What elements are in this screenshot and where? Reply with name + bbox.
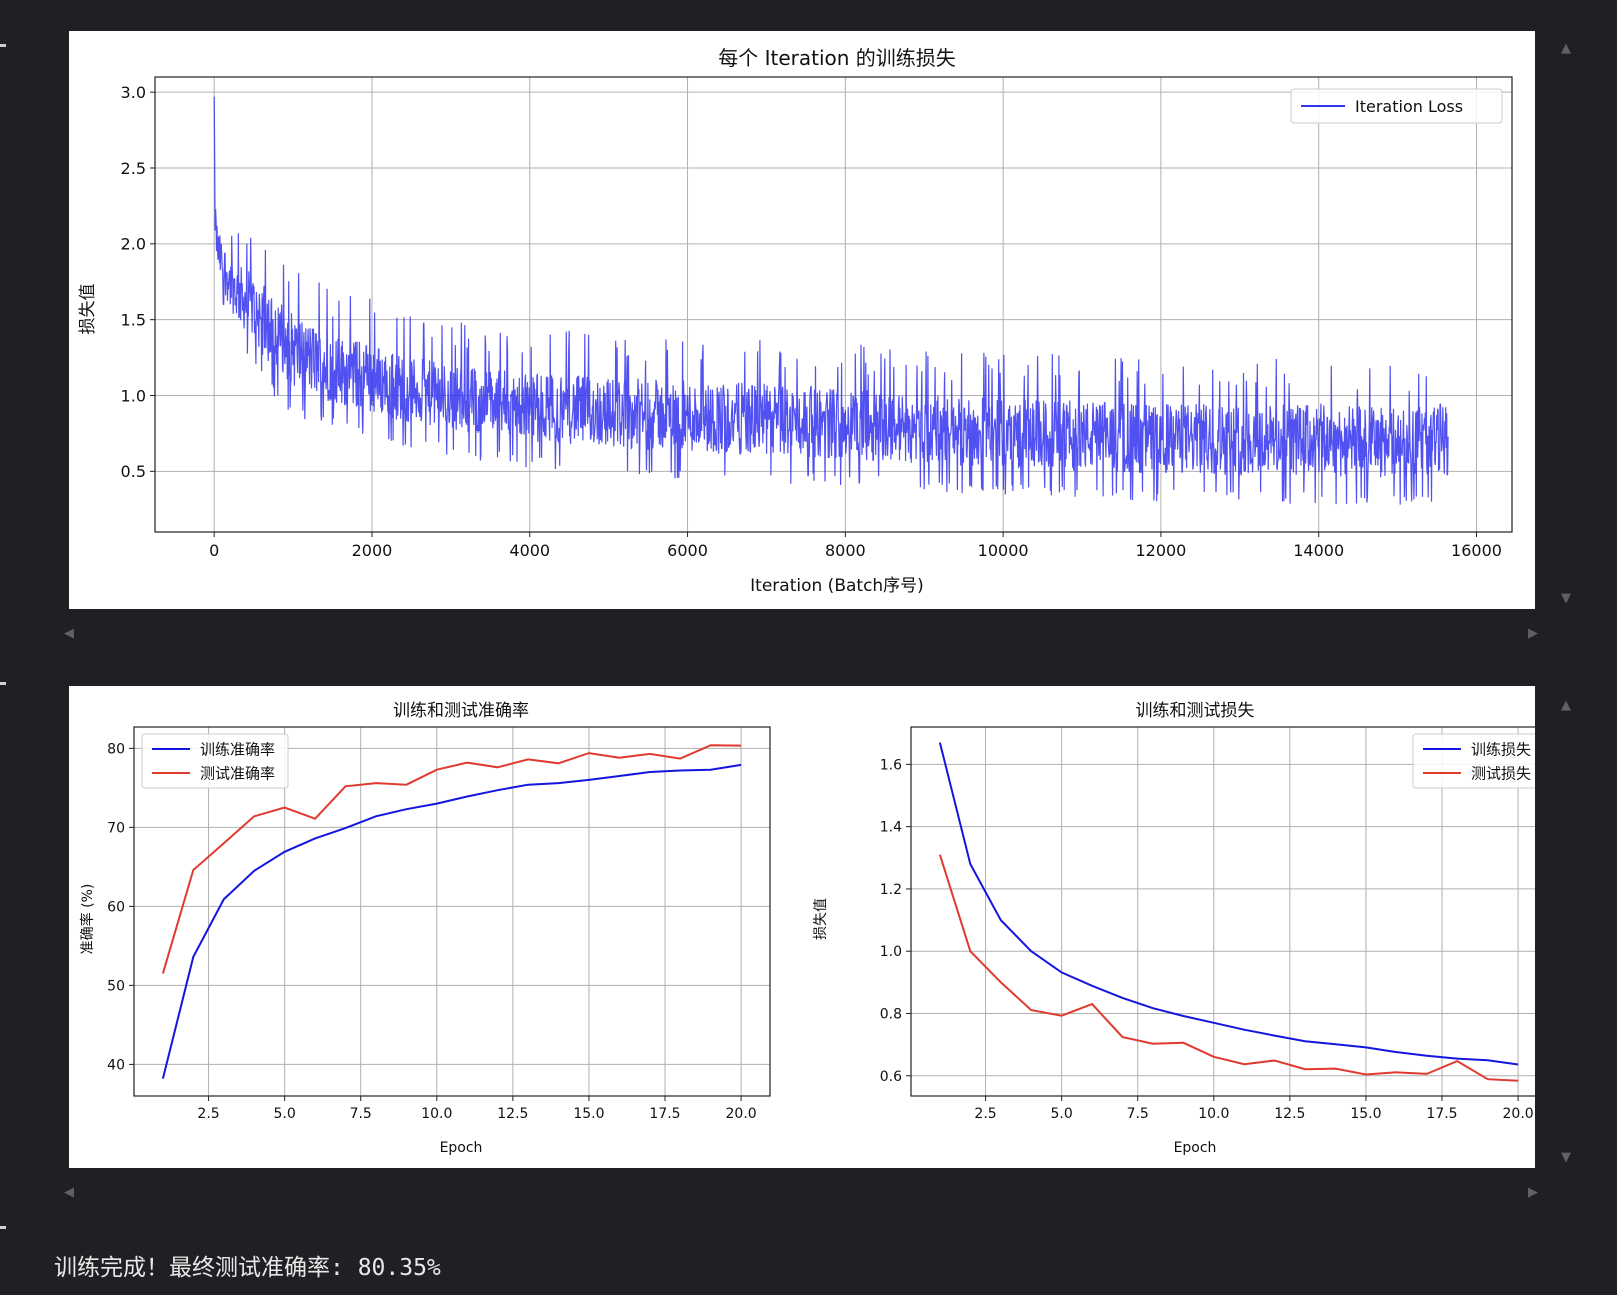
x-tick-label: 15.0 [1350,1106,1381,1122]
cell-bullet-1 [0,44,6,47]
y-axis-label: 损失值 [78,284,98,335]
x-tick-label: 17.5 [1426,1106,1457,1122]
grid: 2.5 5.0 7.5 10.0 12.5 15.0 17.5 20.0 0.6 0.8 1.0 1.… [880,727,1535,1122]
series-line-1 [161,744,742,974]
legend-label: 训练准确率 [200,740,275,758]
x-tick-label: 10.0 [1198,1106,1229,1122]
x-tick-label: 10000 [978,541,1029,560]
y-tick-label: 1.4 [880,820,902,836]
x-tick-label: 8000 [825,541,866,560]
x-tick-label: 2000 [352,541,393,560]
x-tick-label: 20.0 [726,1106,757,1122]
output-cell-iteration-loss: 每个 Iteration 的训练损失 Iteration (Batch序号) 损… [69,31,1535,609]
y-tick-label: 1.6 [880,757,902,773]
x-tick-label: 10.0 [421,1106,452,1122]
y-tick-label: 80 [107,741,125,757]
x-axis-label: Epoch [1174,1140,1217,1156]
scroll-down-arrow[interactable]: ▼ [1561,1150,1571,1165]
y-tick-label: 0.5 [121,462,146,481]
chart-title: 训练和测试准确率 [393,701,529,721]
x-tick-label: 7.5 [1127,1106,1149,1122]
scroll-right-arrow[interactable]: ▶ [1528,626,1538,641]
iteration-loss-chart: 每个 Iteration 的训练损失 Iteration (Batch序号) 损… [78,46,1513,596]
y-tick-label: 2.0 [121,235,146,254]
x-tick-label: 5.0 [1050,1106,1072,1122]
plot-frame [910,726,1535,1097]
x-tick-label: 6000 [667,541,708,560]
x-tick-label: 7.5 [350,1106,372,1122]
plot-frame [154,76,1513,533]
legend-box [141,733,289,789]
x-tick-label: 12.5 [1274,1106,1305,1122]
legend-box [1412,733,1535,789]
y-tick-label: 1.0 [880,944,902,960]
scroll-left-arrow[interactable]: ◀ [64,626,74,641]
legend: Iteration Loss [1290,88,1503,124]
scroll-up-arrow[interactable]: ▲ [1561,41,1571,56]
y-tick-label: 2.5 [121,159,146,178]
scroll-left-arrow[interactable]: ◀ [64,1185,74,1200]
y-tick-label: 1.0 [121,386,146,405]
legend-label: Iteration Loss [1355,97,1463,116]
chart-title: 每个 Iteration 的训练损失 [718,46,956,70]
scroll-right-arrow[interactable]: ▶ [1528,1185,1538,1200]
y-tick-label: 1.2 [880,882,902,898]
scroll-down-arrow[interactable]: ▼ [1561,591,1571,606]
y-tick-label: 40 [107,1057,125,1073]
y-axis-label: 准确率 (%) [79,884,96,955]
x-tick-label: 20.0 [1503,1106,1534,1122]
x-tick-label: 17.5 [649,1106,680,1122]
x-tick-label: 16000 [1451,541,1502,560]
x-axis-label: Iteration (Batch序号) [750,576,924,596]
final-accuracy-message: 训练完成！最终测试准确率: 80.35% [54,1255,441,1281]
x-tick-label: 2.5 [974,1106,996,1122]
x-tick-label: 12000 [1135,541,1186,560]
x-tick-label: 5.0 [273,1106,295,1122]
accuracy-chart: 训练和测试准确率 Epoch 准确率 (%) 2.5 5.0 7.5 10.0 12.5… [79,701,771,1156]
plot-frame [133,726,771,1097]
legend-label: 测试损失 [1471,764,1531,782]
y-tick-label: 60 [107,899,125,915]
series-line-0 [938,742,1519,1066]
x-tick-label: 14000 [1293,541,1344,560]
y-tick-label: 1.5 [121,310,146,329]
x-tick-label: 4000 [509,541,550,560]
x-tick-label: 15.0 [573,1106,604,1122]
x-tick-label: 2.5 [197,1106,219,1122]
series-line-1 [938,854,1519,1082]
y-tick-label: 3.0 [121,83,146,102]
grid: 0 2000 4000 6000 8000 10000 12000 14000 16000 0.5… [121,77,1512,560]
cell-bullet-2 [0,682,6,685]
x-axis-label: Epoch [440,1140,483,1156]
series-line-iteration-loss [213,96,1449,505]
legend-box [1290,88,1503,124]
y-tick-label: 0.6 [880,1069,902,1085]
x-tick-label: 0 [209,541,219,560]
y-axis-label: 损失值 [813,898,829,940]
y-tick-label: 70 [107,820,125,836]
output-cell-epoch-charts: 训练和测试准确率 Epoch 准确率 (%) 2.5 5.0 7.5 10.0 12.5… [69,686,1535,1168]
legend-label: 训练损失 [1471,740,1531,758]
chart-title: 训练和测试损失 [1136,701,1255,721]
x-tick-label: 12.5 [497,1106,528,1122]
loss-chart: 训练和测试损失 Epoch 损失值 2.5 5.0 7.5 10.0 12.5 15.0 1… [813,701,1535,1156]
cell-bullet-3 [0,1226,6,1229]
legend-label: 测试准确率 [200,764,275,782]
y-tick-label: 50 [107,978,125,994]
y-tick-label: 0.8 [880,1007,902,1023]
series-line-0 [161,763,742,1079]
scroll-up-arrow[interactable]: ▲ [1561,698,1571,713]
